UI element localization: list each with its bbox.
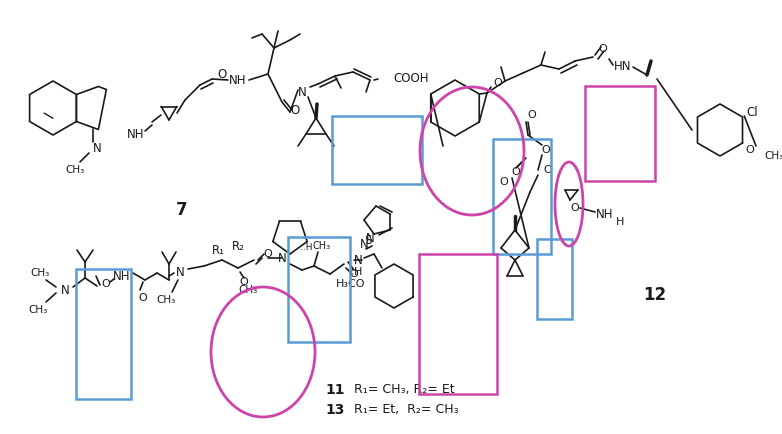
- Text: O: O: [542, 145, 551, 155]
- Text: O: O: [599, 44, 608, 54]
- Text: CH₃: CH₃: [66, 165, 84, 175]
- Text: ..H: ..H: [300, 243, 313, 253]
- Text: O: O: [138, 293, 147, 303]
- Text: CH₃: CH₃: [764, 151, 782, 161]
- Text: NH: NH: [596, 208, 614, 221]
- Text: O: O: [102, 279, 110, 289]
- Bar: [537, 239, 572, 319]
- Text: O: O: [290, 103, 300, 116]
- Text: O: O: [511, 167, 520, 177]
- Text: R₁= CH₃, R₂= Et: R₁= CH₃, R₂= Et: [350, 384, 454, 397]
- Text: CH₃: CH₃: [28, 305, 48, 315]
- Text: 13: 13: [325, 403, 345, 417]
- Text: 12: 12: [644, 286, 666, 304]
- Text: H: H: [615, 217, 624, 227]
- Text: O: O: [239, 277, 249, 287]
- Text: N: N: [366, 231, 375, 244]
- Text: H₃CO: H₃CO: [336, 279, 365, 289]
- Text: 7: 7: [176, 201, 188, 219]
- Text: O: O: [350, 269, 358, 279]
- Text: O: O: [217, 69, 227, 82]
- Text: N: N: [278, 251, 286, 264]
- Bar: [332, 116, 422, 184]
- Bar: [288, 237, 350, 342]
- Text: R₂: R₂: [232, 240, 245, 253]
- Bar: [76, 269, 131, 399]
- Text: 11: 11: [325, 383, 345, 397]
- Text: R₁: R₁: [212, 243, 225, 256]
- Text: O: O: [745, 145, 755, 155]
- Text: CH₃: CH₃: [30, 268, 49, 278]
- Text: NH: NH: [229, 73, 247, 86]
- Bar: [419, 254, 497, 394]
- Text: O: O: [528, 110, 536, 120]
- Text: N: N: [176, 266, 185, 279]
- Text: O: O: [543, 165, 552, 175]
- Text: H: H: [353, 267, 362, 277]
- Text: HN: HN: [614, 60, 632, 73]
- Text: S: S: [364, 233, 371, 247]
- Text: O: O: [493, 78, 502, 88]
- Text: N: N: [61, 283, 70, 296]
- Text: CH₃: CH₃: [156, 295, 176, 305]
- Text: N: N: [298, 85, 307, 99]
- Text: O: O: [571, 203, 579, 213]
- Bar: [493, 139, 551, 254]
- Text: O: O: [264, 249, 272, 259]
- Text: N: N: [360, 237, 368, 250]
- Text: Cl: Cl: [746, 105, 758, 118]
- Text: N: N: [353, 253, 362, 266]
- Text: NH: NH: [127, 128, 145, 141]
- Bar: [585, 86, 655, 181]
- Text: R₁= Et,  R₂= CH₃: R₁= Et, R₂= CH₃: [350, 404, 458, 417]
- Text: COOH: COOH: [393, 72, 429, 85]
- Text: CH₃: CH₃: [239, 285, 257, 295]
- Text: NH: NH: [113, 270, 131, 283]
- Text: N: N: [92, 141, 102, 155]
- Text: O: O: [500, 177, 508, 187]
- Text: CH₃: CH₃: [313, 241, 331, 251]
